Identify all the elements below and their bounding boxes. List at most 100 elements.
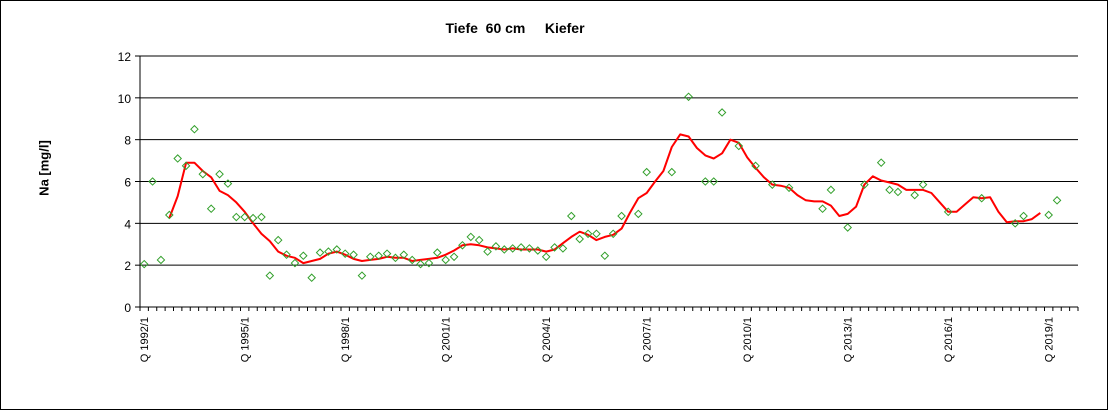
data-point-marker bbox=[567, 211, 576, 221]
data-point-marker bbox=[407, 255, 417, 265]
x-tick-label: Q 1995/1 bbox=[240, 317, 252, 362]
data-point-marker bbox=[416, 259, 425, 269]
data-point-marker bbox=[282, 250, 291, 260]
data-point-marker bbox=[617, 211, 626, 221]
data-point-marker bbox=[575, 234, 584, 244]
data-point-marker bbox=[156, 255, 166, 265]
y-tick-label: 8 bbox=[124, 134, 131, 148]
x-tick-label: Q 2010/1 bbox=[742, 317, 754, 362]
data-point-marker bbox=[701, 177, 710, 186]
data-point-marker bbox=[198, 169, 208, 179]
data-point-marker bbox=[290, 258, 300, 268]
data-point-marker bbox=[500, 245, 509, 254]
data-point-marker bbox=[181, 161, 191, 171]
data-point-marker bbox=[508, 244, 517, 253]
data-point-marker bbox=[299, 251, 308, 261]
data-point-marker bbox=[340, 249, 350, 258]
data-point-marker bbox=[550, 243, 559, 252]
data-point-marker bbox=[709, 177, 718, 186]
data-point-marker bbox=[784, 183, 794, 193]
data-point-marker bbox=[265, 271, 275, 280]
data-point-marker bbox=[893, 187, 903, 197]
data-point-marker bbox=[768, 180, 777, 189]
data-point-marker bbox=[148, 177, 157, 186]
data-point-marker bbox=[1010, 219, 1020, 228]
data-point-marker bbox=[533, 246, 543, 255]
data-point-marker bbox=[684, 92, 693, 102]
data-point-marker bbox=[1052, 196, 1062, 205]
data-point-marker bbox=[977, 193, 986, 203]
data-point-marker bbox=[399, 250, 409, 260]
x-tick-label: Q 1998/1 bbox=[340, 317, 352, 362]
data-point-marker bbox=[818, 204, 827, 213]
data-point-marker bbox=[1044, 210, 1053, 220]
data-point-marker bbox=[391, 253, 400, 263]
data-point-marker bbox=[257, 212, 266, 222]
data-point-marker bbox=[734, 141, 744, 151]
data-point-marker bbox=[826, 185, 836, 195]
y-tick-label: 4 bbox=[124, 217, 131, 231]
data-point-marker bbox=[910, 190, 919, 200]
x-tick-label: Q 2016/1 bbox=[943, 317, 955, 362]
data-point-marker bbox=[491, 242, 501, 251]
data-point-marker bbox=[223, 179, 233, 188]
data-point-marker bbox=[332, 245, 342, 254]
chart-title: Tiefe 60 cm Kiefer bbox=[445, 20, 585, 36]
data-point-marker bbox=[374, 251, 383, 261]
data-point-marker bbox=[583, 229, 593, 239]
y-tick-label: 6 bbox=[124, 176, 131, 190]
data-point-marker bbox=[717, 108, 727, 117]
x-tick-label: Q 2013/1 bbox=[843, 317, 855, 362]
data-point-marker bbox=[642, 167, 651, 177]
data-point-marker bbox=[232, 212, 241, 222]
data-point-marker bbox=[139, 259, 149, 269]
data-point-marker bbox=[592, 229, 601, 239]
data-point-marker bbox=[474, 235, 484, 245]
data-point-marker bbox=[248, 213, 258, 223]
data-point-marker bbox=[466, 232, 476, 242]
data-point-marker bbox=[349, 250, 358, 260]
data-point-marker bbox=[608, 229, 618, 239]
data-point-marker bbox=[173, 154, 182, 163]
moving-average-line bbox=[168, 133, 1041, 265]
y-tick-label: 10 bbox=[118, 92, 132, 106]
x-tick-label: Q 2019/1 bbox=[1044, 317, 1056, 362]
data-point-marker bbox=[918, 180, 928, 189]
data-point-marker bbox=[324, 247, 333, 256]
data-point-marker bbox=[860, 180, 869, 189]
data-point-marker bbox=[943, 207, 953, 217]
data-point-marker bbox=[215, 169, 224, 179]
data-point-marker bbox=[667, 167, 677, 177]
data-point-marker bbox=[751, 161, 760, 171]
data-point-marker bbox=[433, 248, 442, 257]
x-tick-label: Q 2001/1 bbox=[441, 317, 453, 362]
data-point-marker bbox=[165, 210, 174, 220]
data-point-marker bbox=[382, 249, 392, 258]
data-point-marker bbox=[206, 204, 216, 213]
x-tick-label: Q 1992/1 bbox=[139, 317, 151, 362]
data-point-marker bbox=[483, 247, 492, 256]
data-point-marker bbox=[525, 244, 534, 253]
data-point-marker bbox=[634, 209, 643, 219]
data-point-marker bbox=[240, 212, 249, 222]
data-point-marker bbox=[541, 252, 551, 262]
data-point-marker bbox=[458, 240, 467, 250]
data-point-marker bbox=[600, 251, 610, 261]
data-point-marker bbox=[307, 273, 316, 283]
data-point-marker bbox=[366, 252, 375, 262]
data-point-marker bbox=[357, 271, 367, 280]
data-point-marker bbox=[190, 124, 199, 134]
data-point-marker bbox=[876, 158, 886, 167]
y-tick-label: 0 bbox=[124, 301, 131, 315]
y-tick-label: 2 bbox=[124, 259, 131, 273]
y-tick-label: 12 bbox=[118, 50, 132, 64]
x-tick-label: Q 2007/1 bbox=[642, 317, 654, 362]
data-point-marker bbox=[441, 255, 450, 265]
data-point-marker bbox=[424, 258, 434, 268]
data-point-marker bbox=[843, 223, 852, 232]
data-point-marker bbox=[273, 235, 283, 245]
data-point-marker bbox=[885, 185, 894, 195]
data-point-marker bbox=[558, 244, 568, 253]
